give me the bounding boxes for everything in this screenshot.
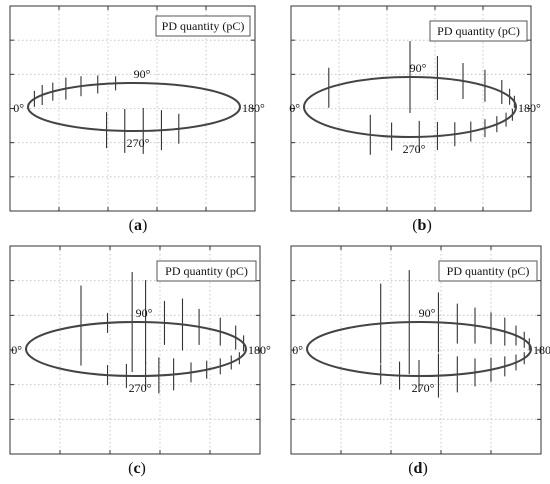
phase-ellipse	[25, 321, 247, 377]
legend-box	[438, 260, 538, 282]
caption-d: (d)	[408, 460, 428, 477]
legend-box	[429, 20, 528, 42]
chart-panel-d: 0° 90° 180° 270° PD quantity (pC)	[290, 245, 550, 455]
angle-label-180: 180°	[248, 343, 271, 357]
chart-b: 0° 90° 180° 270° PD quantity (pC)	[289, 5, 541, 212]
caption-c: (c)	[128, 460, 146, 477]
angle-label-270: 270°	[412, 381, 435, 395]
angle-label-0: 0°	[289, 101, 300, 115]
angle-label-90: 90°	[136, 306, 153, 320]
legend-label: PD quantity (pC)	[447, 264, 530, 278]
caption-a: (a)	[128, 217, 148, 234]
angle-label-90: 90°	[410, 61, 427, 75]
angle-label-0: 0°	[11, 343, 22, 357]
chart-c: 0° 90° 180° 270° PD quantity (pC)	[9, 245, 271, 455]
legend-label: PD quantity (pC)	[165, 264, 248, 278]
phase-ellipse	[306, 321, 532, 377]
angle-label-180: 180°	[518, 101, 541, 115]
angle-label-270: 270°	[129, 381, 152, 395]
chart-d: 0° 90° 180° 270° PD quantity (pC)	[290, 245, 550, 455]
angle-label-0: 0°	[292, 343, 303, 357]
chart-panel-b: 0° 90° 180° 270° PD quantity (pC)	[289, 5, 541, 212]
chart-a: 0° 90° 180° 270° PD quantity (pC)	[9, 5, 265, 212]
angle-label-90: 90°	[134, 67, 151, 81]
angle-label-270: 270°	[127, 136, 150, 150]
chart-panel-c: 0° 90° 180° 270° PD quantity (pC)	[9, 245, 271, 455]
caption-b-label: b	[417, 217, 427, 234]
angle-label-0: 0°	[13, 101, 24, 115]
caption-c-label: c	[133, 460, 141, 477]
chart-panel-a: 0° 90° 180° 270° PD quantity (pC)	[9, 5, 265, 212]
legend-label: PD quantity (pC)	[437, 24, 520, 38]
legend-box	[156, 260, 257, 282]
caption-d-label: d	[413, 460, 423, 477]
phase-ellipse	[303, 76, 517, 138]
caption-a-label: a	[134, 217, 142, 234]
legend-box	[155, 15, 251, 37]
angle-label-270: 270°	[403, 142, 426, 156]
legend-label: PD quantity (pC)	[162, 19, 245, 33]
angle-label-180: 180°	[242, 101, 265, 115]
caption-b: (b)	[412, 217, 432, 234]
angle-label-180: 180°	[533, 343, 550, 357]
angle-label-90: 90°	[419, 306, 436, 320]
phase-ellipse	[27, 82, 241, 132]
